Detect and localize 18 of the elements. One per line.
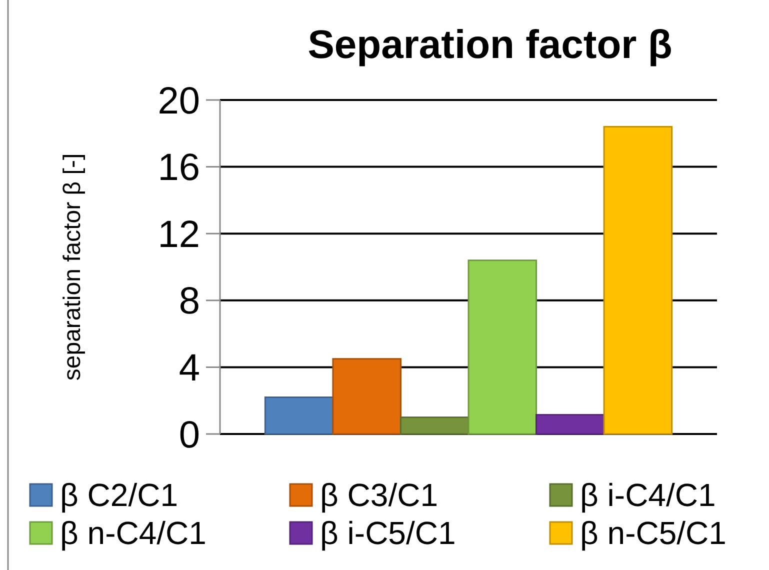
legend-label: β i-C4/C1 <box>580 477 716 514</box>
y-tick-label: 20 <box>158 80 200 122</box>
legend-label: β i-C5/C1 <box>320 515 456 552</box>
bar <box>603 126 673 435</box>
chart-title: Separation factor β <box>308 23 672 67</box>
legend-label: β n-C5/C1 <box>580 515 726 552</box>
bar <box>264 396 334 435</box>
legend-label: β C3/C1 <box>320 477 438 514</box>
y-tick-label: 12 <box>158 214 200 256</box>
y-axis-title: separation factor β [-] <box>59 153 86 381</box>
bar <box>332 358 402 435</box>
y-tick-label: 8 <box>178 280 200 323</box>
legend-label: β n-C4/C1 <box>60 515 206 552</box>
y-tick-label: 16 <box>158 147 200 190</box>
y-tick-label: 0 <box>178 414 200 456</box>
y-tick-label: 4 <box>178 348 200 390</box>
legend-label: β C2/C1 <box>60 477 178 514</box>
bar <box>536 414 605 435</box>
